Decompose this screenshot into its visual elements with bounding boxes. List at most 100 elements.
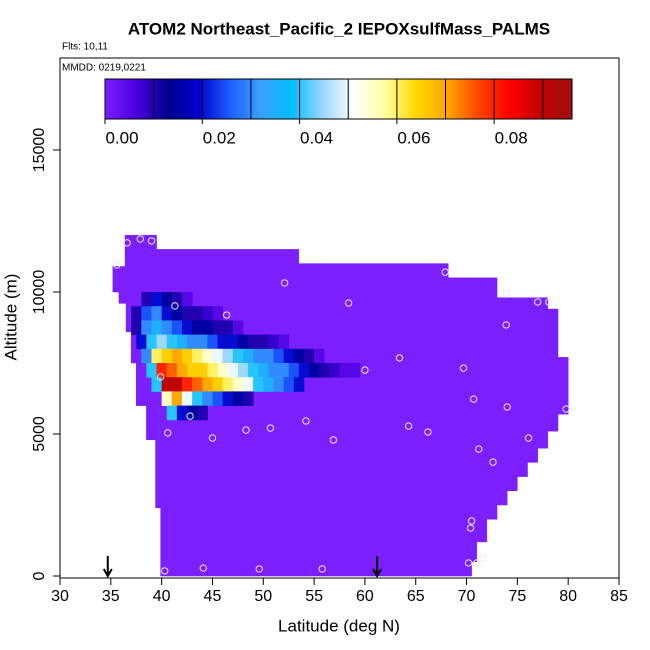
plume-cell — [166, 363, 178, 378]
colorbar-tick-label: 0.04 — [300, 128, 333, 147]
arrow — [372, 556, 382, 579]
plume-cell — [171, 292, 183, 307]
x-tick-label: 65 — [407, 588, 425, 605]
plume-cell — [293, 348, 305, 364]
x-tick-label: 30 — [51, 588, 69, 605]
track-point — [302, 417, 310, 425]
track-point — [404, 422, 413, 430]
plume-cell — [258, 363, 269, 378]
plume-cell — [237, 363, 249, 378]
plume-cell — [151, 377, 163, 392]
plume-cell — [151, 348, 163, 364]
plume-cell — [212, 320, 224, 336]
plume-cell — [242, 348, 254, 364]
plume-cell — [146, 334, 157, 350]
plume-cell — [171, 320, 183, 336]
plume-cell — [232, 348, 244, 364]
plume-cell — [309, 363, 320, 378]
plume-cell — [136, 334, 147, 350]
x-tick-label: 55 — [305, 588, 323, 605]
plume-cell — [258, 334, 269, 350]
track-point — [441, 268, 449, 276]
track-point — [123, 239, 131, 247]
plume-cell — [268, 334, 279, 350]
track-point — [502, 289, 510, 297]
overlay: MMDD: 0219,0221 30 35 40 45 50 55 60 65 70 75 80 85 0… — [31, 57, 628, 605]
track-point — [147, 237, 156, 245]
plume-cell — [268, 363, 279, 378]
plume-cell — [222, 320, 234, 336]
plume-cell — [166, 405, 178, 421]
plume-cell — [197, 334, 208, 350]
track-point — [533, 298, 542, 306]
track-point — [266, 424, 275, 432]
track-point — [424, 428, 432, 436]
plume-cell — [176, 405, 188, 421]
plume-cell — [141, 292, 152, 307]
plume-cell — [242, 377, 254, 392]
plume-cell — [171, 377, 183, 392]
plume-cell — [161, 377, 173, 392]
y-tick-label: 0 — [31, 571, 48, 580]
plume-cell — [212, 391, 224, 407]
plume-cell — [146, 363, 157, 378]
plume-cell — [202, 348, 213, 364]
plume-cell — [314, 348, 325, 364]
track-point — [255, 565, 263, 573]
plume-cell — [278, 363, 290, 378]
plume-cell — [232, 391, 244, 407]
track-point — [318, 565, 326, 573]
plot-area — [112, 234, 570, 577]
track-point — [113, 261, 121, 269]
plume-cell — [151, 306, 163, 321]
plume-cell — [181, 377, 193, 392]
plume-cell — [141, 348, 152, 364]
track-point — [208, 434, 217, 442]
track-point — [562, 405, 570, 413]
plume-cell — [222, 377, 234, 392]
plume-cell — [181, 306, 193, 321]
plume-cell — [273, 348, 284, 364]
plume-cell — [263, 348, 274, 364]
x-tick-label: 60 — [356, 588, 374, 605]
plume-cell — [237, 334, 249, 350]
plume-cell — [207, 363, 218, 378]
x-tick-label: 45 — [204, 588, 222, 605]
plume-cell — [192, 391, 203, 407]
track-point — [473, 559, 481, 567]
plume-cell — [222, 348, 234, 364]
track-point — [242, 426, 250, 434]
flights-label: Flts: 10,11 — [62, 42, 108, 53]
track-point — [524, 434, 533, 442]
plume-cell — [187, 334, 198, 350]
track-point — [464, 559, 473, 567]
track-point — [164, 429, 172, 437]
plot-frame — [59, 57, 620, 579]
plume-cell — [161, 348, 173, 364]
plume-cell — [192, 320, 203, 336]
plume-cell — [212, 348, 224, 364]
track-point — [361, 366, 369, 374]
plume-cell — [217, 363, 229, 378]
plume-cell — [192, 348, 203, 364]
plume-cell — [151, 320, 163, 336]
plume-cell — [156, 334, 168, 350]
plume-cell — [161, 306, 173, 321]
plume-cell — [131, 306, 142, 321]
track-point — [475, 445, 483, 453]
plume-cell — [202, 391, 213, 407]
plume-cell — [288, 363, 300, 378]
chart-title: ATOM2 Northeast_Pacific_2 IEPOXsulfMass_… — [128, 19, 550, 38]
plume-cell — [248, 334, 259, 350]
y-axis-label: Altitude (m) — [1, 274, 20, 361]
track-point — [459, 364, 468, 372]
colorbar-tick-label: 0.06 — [397, 128, 430, 147]
plume-cell — [227, 334, 239, 350]
plume-cell — [181, 320, 193, 336]
plume-cell — [212, 306, 224, 321]
plume-cell — [298, 363, 310, 378]
dates-label: MMDD: 0219,0221 — [62, 63, 146, 74]
y-tick-label: 5000 — [31, 416, 48, 452]
plume-cell — [293, 377, 305, 392]
x-tick-label: 75 — [508, 588, 526, 605]
